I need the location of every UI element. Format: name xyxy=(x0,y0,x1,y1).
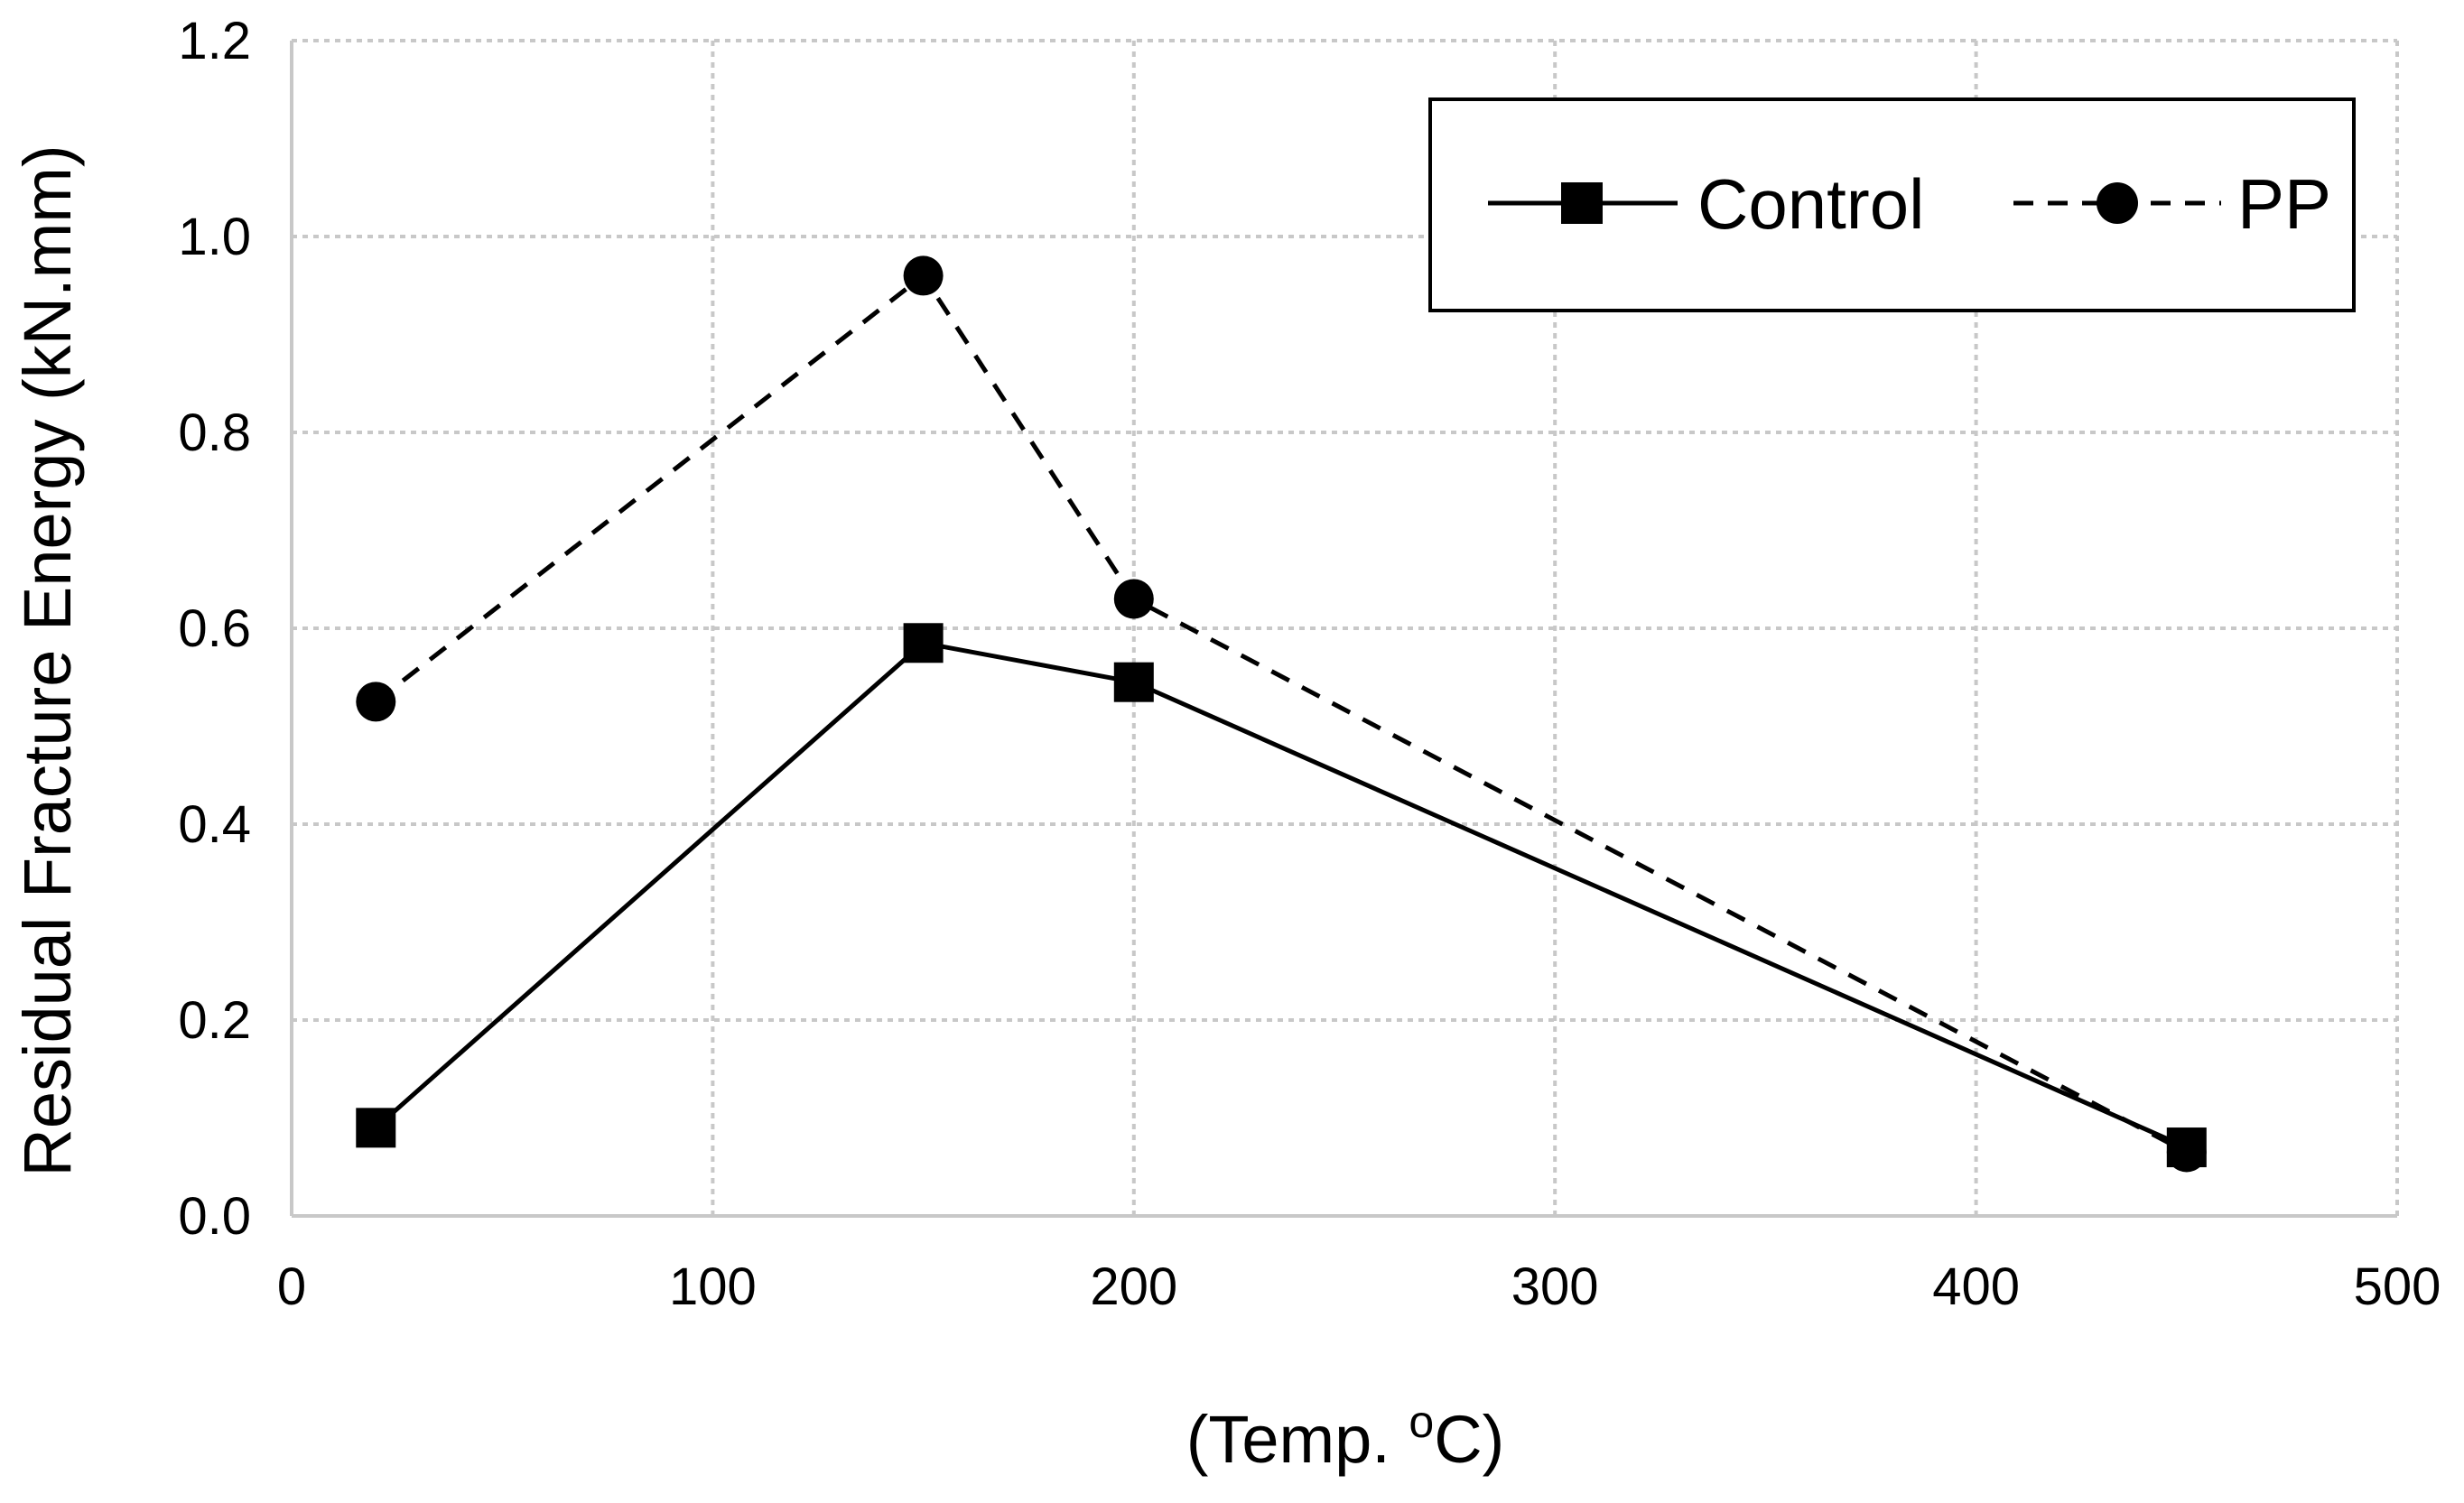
data-point-pp xyxy=(1113,579,1154,619)
x-tick-label: 200 xyxy=(1090,1257,1177,1316)
x-tick-label: 300 xyxy=(1511,1257,1599,1316)
data-point-pp xyxy=(903,255,944,296)
grid-lines xyxy=(292,39,2399,1216)
x-tick-label: 100 xyxy=(669,1257,757,1316)
x-tick-label: 500 xyxy=(2354,1257,2441,1316)
data-point-control xyxy=(1113,662,1154,702)
y-tick-label: 0.2 xyxy=(178,991,251,1050)
legend-control-label: Control xyxy=(1697,164,1924,244)
x-tick-label: 0 xyxy=(277,1257,306,1316)
x-tick-label: 400 xyxy=(1932,1257,2020,1316)
legend-item-control: Control xyxy=(1488,164,1924,244)
legend-control-marker xyxy=(1561,182,1603,224)
y-tick-label: 0.6 xyxy=(178,599,251,658)
data-point-control xyxy=(903,623,944,663)
legend-item-pp: PP xyxy=(2013,164,2331,244)
data-point-control xyxy=(2166,1127,2207,1168)
y-tick-label: 0.8 xyxy=(178,404,251,462)
x-axis-title-prefix: (Temp. xyxy=(1186,1402,1409,1477)
y-tick-label: 1.0 xyxy=(178,208,251,266)
data-point-control xyxy=(356,1108,396,1148)
tick-labels: 0.0 0.2 0.4 0.6 0.8 1.0 1.2 0 100 200 300 400 500 xyxy=(178,12,2441,1316)
y-axis-title: Residual Fracture Energy (kN.mm) xyxy=(10,144,85,1176)
series xyxy=(356,255,2207,1173)
legend: Control PP xyxy=(1428,97,2356,312)
x-axis-title-suffix: C) xyxy=(1434,1402,1504,1477)
series-line-control xyxy=(374,640,2188,1150)
y-tick-label: 0.0 xyxy=(178,1187,251,1246)
data-point-pp xyxy=(356,682,396,722)
axes xyxy=(290,41,2397,1218)
y-tick-label: 0.4 xyxy=(178,795,251,854)
y-tick-label: 1.2 xyxy=(178,12,251,70)
x-axis-title: (Temp. oC) xyxy=(1186,1396,1505,1477)
legend-pp-label: PP xyxy=(2237,164,2331,244)
series-line-pp xyxy=(374,273,2188,1155)
legend-pp-marker xyxy=(2097,182,2138,224)
series-control xyxy=(356,623,2207,1168)
x-axis-title-superscript: o xyxy=(1409,1396,1434,1447)
